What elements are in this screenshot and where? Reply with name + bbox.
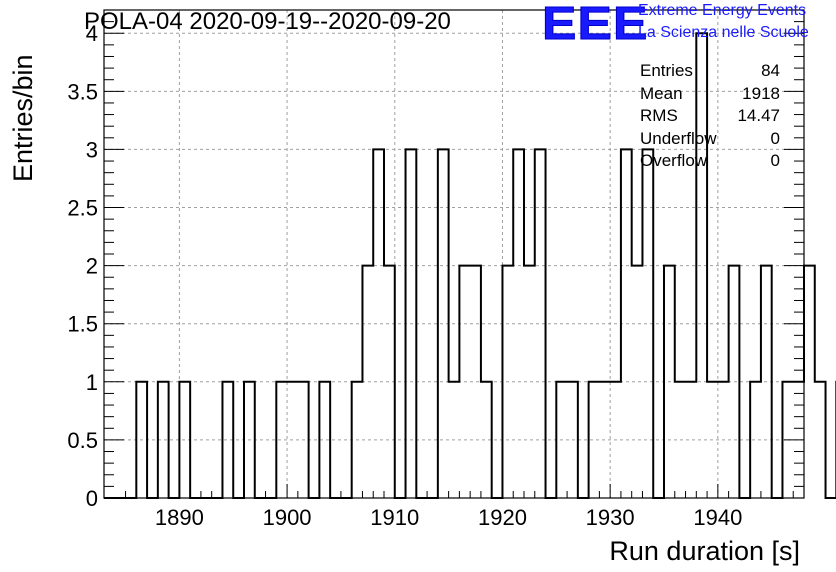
y-tick-label: 3.5 — [67, 79, 98, 104]
x-tick-label: 1940 — [693, 505, 742, 530]
stats-row-rms: RMS 14.47 — [640, 105, 780, 128]
y-tick-label: 1.5 — [67, 312, 98, 337]
stats-value: 1918 — [742, 83, 780, 103]
stats-box: Entries 84 Mean 1918 RMS 14.47 Underflow 0 O… — [640, 60, 780, 173]
stats-row-underflow: Underflow 0 — [640, 128, 780, 151]
stats-row-mean: Mean 1918 — [640, 83, 780, 106]
stats-label: RMS — [640, 106, 678, 125]
logo-line-2: La Scienza nelle Scuole — [638, 24, 809, 41]
stats-label: Entries — [640, 61, 693, 80]
y-tick-label: 2 — [86, 254, 98, 279]
y-tick-label: 2.5 — [67, 196, 98, 221]
chart-title: POLA-04 2020-09-19--2020-09-20 — [84, 8, 451, 35]
eee-logo: EEE — [541, 0, 649, 49]
x-axis-label: Run duration [s] — [609, 536, 800, 566]
x-tick-label: 1900 — [263, 505, 312, 530]
y-axis-label-wrap: Entries/bin — [8, 54, 38, 332]
x-tick-label: 1930 — [586, 505, 635, 530]
stats-row-overflow: Overflow 0 — [640, 150, 780, 173]
stats-value: 14.47 — [737, 106, 780, 125]
y-tick-label: 0.5 — [67, 428, 98, 453]
grid-lines — [104, 10, 804, 498]
logo-line-1: Extreme Energy Events — [638, 2, 807, 19]
histogram-bin — [804, 266, 815, 498]
stats-value: 84 — [761, 61, 780, 80]
x-tick-label: 1890 — [155, 505, 204, 530]
x-tick-label: 1910 — [370, 505, 419, 530]
stats-label: Mean — [640, 83, 683, 103]
stats-value: 0 — [770, 128, 780, 148]
x-tick-label: 1920 — [478, 505, 527, 530]
histogram-bin — [815, 382, 826, 498]
axis-tick-labels: 1890 1900 1910 1920 1930 1940 0 0.5 1 1.5 2 2.5 3 3.5… — [67, 21, 742, 530]
stats-label: Overflow — [640, 151, 708, 170]
stats-value: 0 — [770, 151, 780, 170]
y-tick-label: 1 — [86, 370, 98, 395]
axis-ticks — [104, 9, 804, 499]
y-axis-label: Entries/bin — [8, 54, 38, 182]
stats-row-entries: Entries 84 — [640, 60, 780, 83]
y-tick-label: 3 — [86, 137, 98, 162]
y-tick-label: 0 — [86, 486, 98, 511]
stats-label: Underflow — [640, 128, 717, 148]
y-tick-label: 4 — [86, 21, 98, 46]
